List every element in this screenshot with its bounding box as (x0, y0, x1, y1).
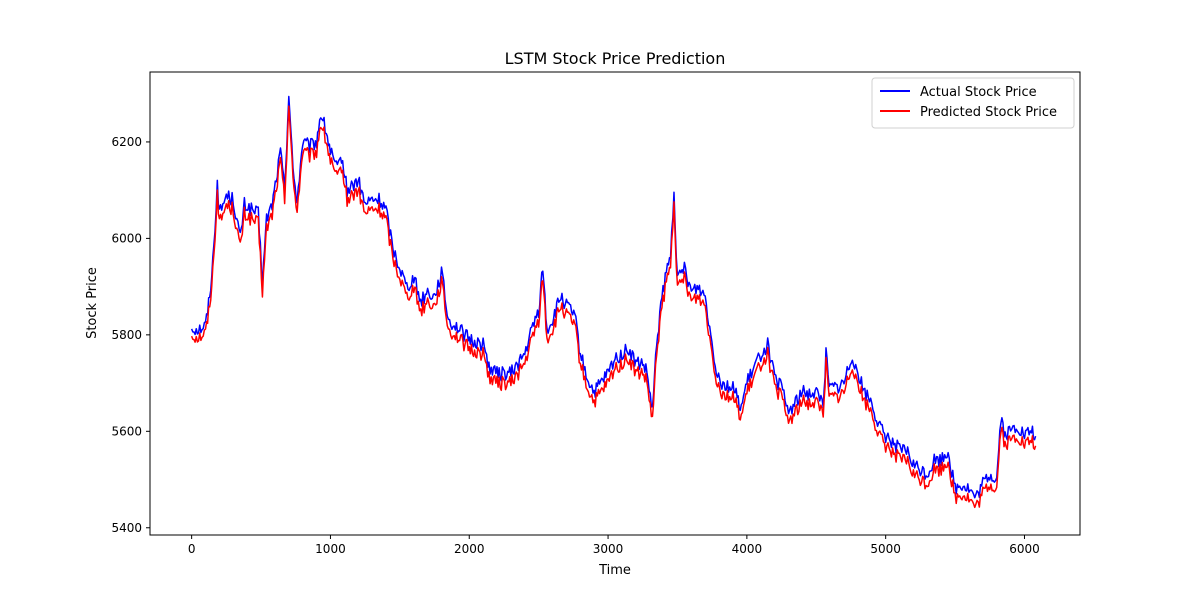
x-tick-label: 5000 (870, 542, 901, 556)
x-tick-label: 2000 (454, 542, 485, 556)
y-tick-label: 6200 (111, 135, 142, 149)
series-layer (190, 95, 1037, 509)
chart-title: LSTM Stock Price Prediction (505, 49, 726, 68)
x-tick-label: 4000 (732, 542, 763, 556)
x-axis: 0 1000 2000 3000 4000 5000 6000 (188, 535, 1040, 556)
y-axis: 5400 5600 5800 6000 6200 (111, 135, 150, 535)
plot-area-frame (149, 71, 1081, 536)
y-tick-label: 5800 (111, 328, 142, 342)
x-tick-label: 3000 (593, 542, 624, 556)
x-tick-label: 6000 (1009, 542, 1040, 556)
y-tick-label: 6000 (111, 231, 142, 245)
x-axis-label: Time (598, 563, 631, 578)
legend: Actual Stock Price Predicted Stock Price (871, 77, 1075, 129)
series-predicted-line (190, 105, 1037, 509)
legend-box (871, 77, 1075, 129)
y-tick-label: 5600 (111, 424, 142, 438)
y-tick-label: 5400 (111, 521, 142, 535)
x-tick-label: 0 (188, 542, 196, 556)
legend-label-actual: Actual Stock Price (920, 85, 1037, 100)
legend-label-predicted: Predicted Stock Price (920, 105, 1057, 120)
series-actual-line (190, 95, 1037, 499)
y-axis-label: Stock Price (85, 267, 100, 339)
x-tick-label: 1000 (315, 542, 346, 556)
